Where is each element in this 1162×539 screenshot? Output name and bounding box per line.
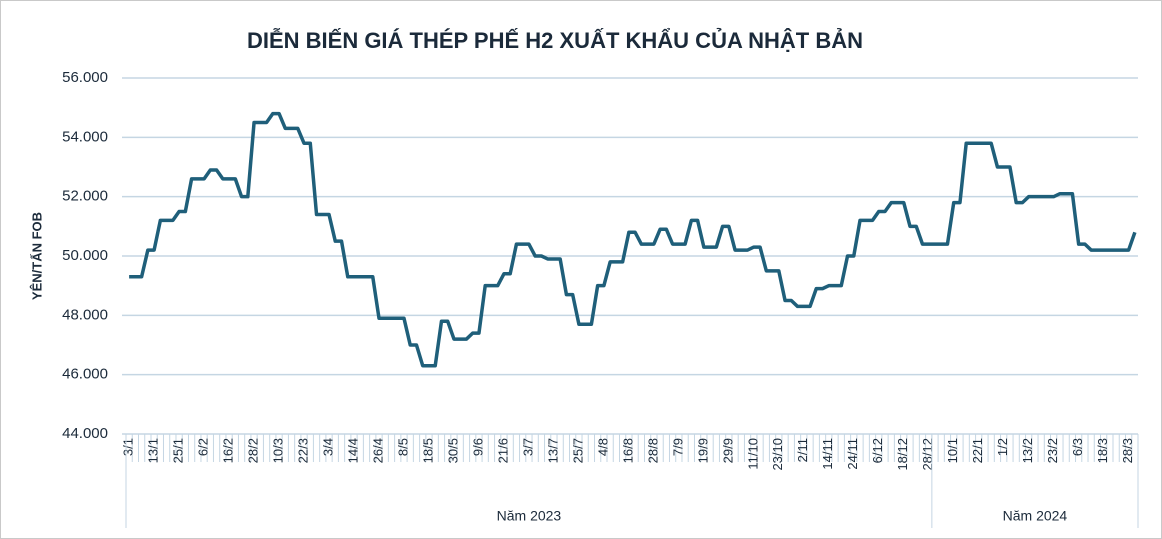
x-tick-label: 26/4	[370, 438, 385, 463]
chart-title: DIỄN BIẾN GIÁ THÉP PHẾ H2 XUẤT KHẨU CỦA …	[247, 27, 863, 53]
x-tick-label: 16/2	[221, 438, 236, 463]
x-tick-label: 10/1	[945, 438, 960, 463]
x-tick-label: 9/6	[470, 438, 485, 456]
x-tick-label: 8/5	[395, 438, 410, 456]
x-tick-label: 4/8	[595, 438, 610, 456]
x-tick-label: 6/12	[870, 438, 885, 463]
x-tick-label: 13/1	[146, 438, 161, 463]
y-tick-label: 44.000	[62, 425, 108, 442]
x-tick-label: 14/4	[345, 438, 360, 463]
x-tick-label: 3/7	[520, 438, 535, 456]
x-tick-label: 1/2	[995, 438, 1010, 456]
x-tick-label: 3/1	[121, 438, 136, 456]
x-tick-label: 23/2	[1045, 438, 1060, 463]
x-tick-label: 29/9	[720, 438, 735, 463]
group-label: Năm 2023	[497, 508, 562, 524]
x-tick-label: 6/2	[196, 438, 211, 456]
x-tick-label: 25/7	[570, 438, 585, 463]
x-tick-label: 22/3	[295, 438, 310, 463]
x-tick-label: 28/2	[245, 438, 260, 463]
x-tick-label: 11/10	[745, 438, 760, 470]
price-line	[129, 111, 1137, 368]
y-tick-label: 50.000	[62, 247, 108, 264]
x-tick-label: 23/10	[770, 438, 785, 471]
x-tick-label: 28/8	[645, 438, 660, 463]
x-tick-label: 13/7	[545, 438, 560, 463]
y-tick-label: 48.000	[62, 306, 108, 323]
x-tick-label: 28/3	[1120, 438, 1135, 463]
group-label: Năm 2024	[1003, 508, 1068, 524]
x-tick-label: 7/9	[670, 438, 685, 456]
x-tick-label: 22/1	[970, 438, 985, 463]
x-tick-label: 25/1	[171, 438, 186, 463]
x-tick-label: 13/2	[1020, 438, 1035, 463]
y-tick-label: 54.000	[62, 128, 108, 145]
y-axis-title: YÊN/TẤN FOB	[29, 212, 44, 300]
y-tick-label: 46.000	[62, 366, 108, 383]
x-tick-label: 16/8	[620, 438, 635, 463]
x-tick-label: 19/9	[695, 438, 710, 463]
x-tick-label: 21/6	[495, 438, 510, 463]
x-tick-label: 10/3	[270, 438, 285, 463]
x-tick-label: 18/12	[895, 438, 910, 471]
x-tick-label: 18/5	[420, 438, 435, 463]
x-tick-label: 18/3	[1095, 438, 1110, 463]
y-tick-label: 52.000	[62, 188, 108, 205]
x-tick-label: 30/5	[445, 438, 460, 463]
x-tick-label: 28/12	[920, 438, 935, 471]
x-tick-label: 24/11	[845, 438, 860, 470]
x-tick-label: 3/4	[320, 438, 335, 456]
y-tick-label: 56.000	[62, 69, 108, 86]
x-tick-label: 2/11	[795, 438, 810, 462]
x-tick-label: 14/11	[820, 438, 835, 470]
x-tick-label: 6/3	[1070, 438, 1085, 456]
